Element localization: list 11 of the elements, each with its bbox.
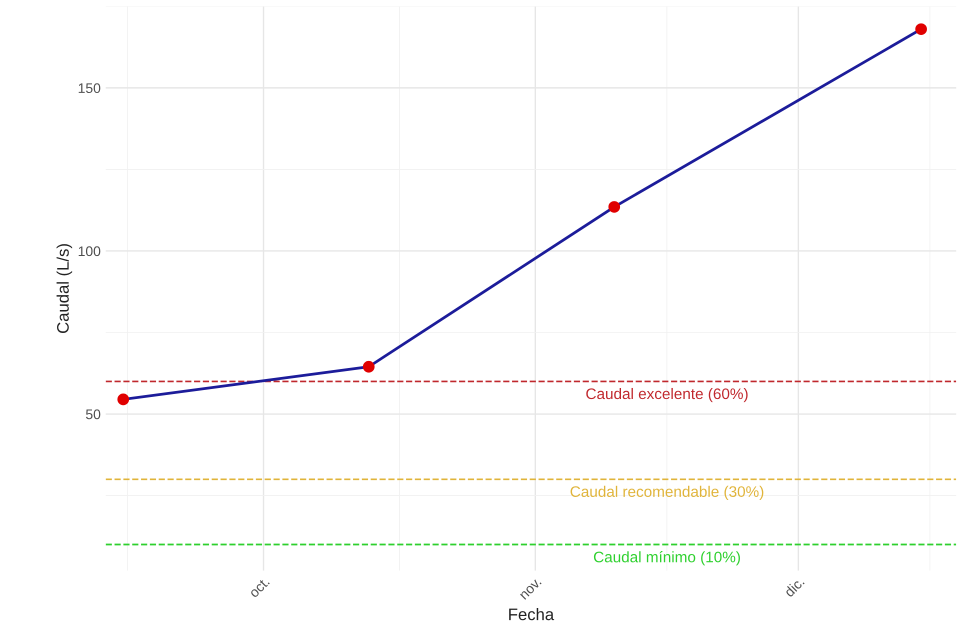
x-axis-title: Fecha <box>509 608 554 620</box>
x-tick-label: oct. <box>248 577 270 598</box>
x-tick-label: nov. <box>520 578 542 600</box>
ref-line-label: Caudal recomendable (30%) <box>570 486 764 500</box>
y-tick-label: 150 <box>78 83 100 94</box>
x-tick-label: dic. <box>784 576 805 598</box>
y-tick-label: 50 <box>86 409 100 420</box>
y-axis-title: Caudal (L/s) <box>56 244 72 334</box>
y-tick-label: 100 <box>78 246 100 256</box>
ref-line-label: Caudal excelente (60%) <box>586 388 748 402</box>
ref-line-label: Caudal mínimo (10%) <box>594 551 740 566</box>
